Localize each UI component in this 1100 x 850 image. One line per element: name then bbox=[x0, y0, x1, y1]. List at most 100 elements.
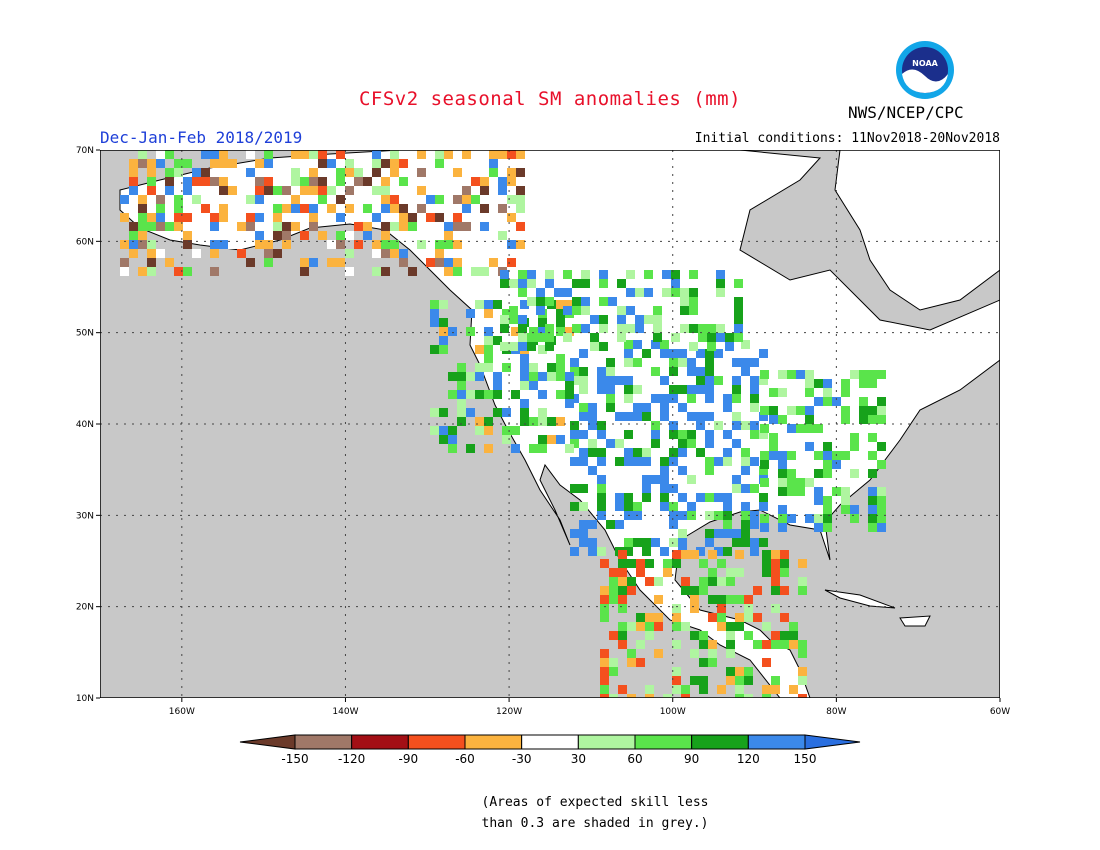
lat-tick-label: 20N bbox=[76, 603, 94, 613]
anomaly-cell bbox=[732, 475, 741, 484]
anomaly-cell bbox=[336, 231, 345, 240]
anomaly-cell bbox=[699, 676, 708, 685]
anomaly-cell bbox=[516, 168, 525, 177]
anomaly-cell bbox=[300, 231, 309, 240]
anomaly-cell bbox=[762, 622, 771, 631]
anomaly-cell bbox=[444, 240, 453, 249]
anomaly-cell bbox=[787, 451, 796, 460]
anomaly-cell bbox=[726, 622, 735, 631]
anomaly-cell bbox=[590, 315, 599, 324]
lon-tick-label: 140W bbox=[332, 707, 358, 717]
anomaly-cell bbox=[399, 177, 408, 186]
anomaly-cell bbox=[624, 430, 633, 439]
anomaly-cell bbox=[502, 426, 511, 435]
anomaly-cell bbox=[645, 559, 654, 568]
anomaly-cell bbox=[439, 426, 448, 435]
lon-tick-label: 80W bbox=[826, 707, 846, 717]
anomaly-cell bbox=[778, 370, 787, 379]
anomaly-cell bbox=[457, 390, 466, 399]
anomaly-cell bbox=[570, 484, 579, 493]
anomaly-cell bbox=[750, 457, 759, 466]
anomaly-cell bbox=[538, 390, 547, 399]
anomaly-cell bbox=[744, 604, 753, 613]
anomaly-cell bbox=[300, 204, 309, 213]
anomaly-cell bbox=[273, 222, 282, 231]
anomaly-cell bbox=[264, 249, 273, 258]
anomaly-cell bbox=[563, 270, 572, 279]
anomaly-cell bbox=[814, 379, 823, 388]
anomaly-cell bbox=[536, 306, 545, 315]
anomaly-cell bbox=[381, 177, 390, 186]
anomaly-cell bbox=[255, 186, 264, 195]
anomaly-cell bbox=[744, 667, 753, 676]
anomaly-cell bbox=[717, 559, 726, 568]
anomaly-cell bbox=[645, 631, 654, 640]
anomaly-cell bbox=[654, 595, 663, 604]
anomaly-cell bbox=[282, 240, 291, 249]
anomaly-cell bbox=[798, 559, 807, 568]
anomaly-cell bbox=[511, 426, 520, 435]
anomaly-cell bbox=[690, 550, 699, 559]
colorbar-segment bbox=[351, 734, 409, 750]
anomaly-cell bbox=[471, 267, 480, 276]
anomaly-cell bbox=[660, 547, 669, 556]
anomaly-cell bbox=[502, 435, 511, 444]
anomaly-cell bbox=[246, 222, 255, 231]
anomaly-cell bbox=[444, 150, 453, 159]
anomaly-cell bbox=[687, 430, 696, 439]
anomaly-cell bbox=[597, 547, 606, 556]
anomaly-cell bbox=[408, 168, 417, 177]
anomaly-cell bbox=[390, 195, 399, 204]
anomaly-cell bbox=[493, 372, 502, 381]
anomaly-cell bbox=[669, 367, 678, 376]
anomaly-cell bbox=[689, 270, 698, 279]
anomaly-cell bbox=[642, 547, 651, 556]
anomaly-cell bbox=[716, 288, 725, 297]
anomaly-cell bbox=[318, 177, 327, 186]
anomaly-cell bbox=[617, 324, 626, 333]
anomaly-cell bbox=[672, 613, 681, 622]
anomaly-cell bbox=[805, 478, 814, 487]
anomaly-cell bbox=[868, 514, 877, 523]
anomaly-cell bbox=[327, 204, 336, 213]
anomaly-cell bbox=[741, 421, 750, 430]
anomaly-cell bbox=[579, 448, 588, 457]
anomaly-cell bbox=[651, 394, 660, 403]
anomaly-cell bbox=[609, 631, 618, 640]
anomaly-cell bbox=[642, 448, 651, 457]
anomaly-cell bbox=[662, 288, 671, 297]
anomaly-cell bbox=[439, 435, 448, 444]
anomaly-cell bbox=[538, 417, 547, 426]
anomaly-cell bbox=[699, 631, 708, 640]
anomaly-cell bbox=[732, 412, 741, 421]
anomaly-cell bbox=[174, 222, 183, 231]
anomaly-cell bbox=[399, 249, 408, 258]
anomaly-cell bbox=[850, 442, 859, 451]
anomaly-cell bbox=[762, 559, 771, 568]
anomaly-cell bbox=[672, 685, 681, 694]
anomaly-cell bbox=[318, 150, 327, 159]
anomaly-cell bbox=[417, 240, 426, 249]
anomaly-cell bbox=[381, 204, 390, 213]
anomaly-cell bbox=[484, 390, 493, 399]
anomaly-cell bbox=[554, 288, 563, 297]
anomaly-cell bbox=[507, 258, 516, 267]
anomaly-cell bbox=[723, 502, 732, 511]
anomaly-cell bbox=[600, 586, 609, 595]
anomaly-cell bbox=[780, 550, 789, 559]
anomaly-cell bbox=[662, 270, 671, 279]
anomaly-cell bbox=[732, 529, 741, 538]
anomaly-cell bbox=[570, 367, 579, 376]
anomaly-cell bbox=[516, 150, 525, 159]
anomaly-cell bbox=[457, 381, 466, 390]
anomaly-cell bbox=[529, 444, 538, 453]
anomaly-cell bbox=[660, 493, 669, 502]
anomaly-cell bbox=[753, 586, 762, 595]
anomaly-cell bbox=[644, 315, 653, 324]
anomaly-cell bbox=[345, 186, 354, 195]
anomaly-cell bbox=[381, 159, 390, 168]
anomaly-cell bbox=[300, 267, 309, 276]
skill-note-line-1: (Areas of expected skill less bbox=[481, 795, 709, 810]
anomaly-cell bbox=[399, 159, 408, 168]
anomaly-cell bbox=[448, 444, 457, 453]
